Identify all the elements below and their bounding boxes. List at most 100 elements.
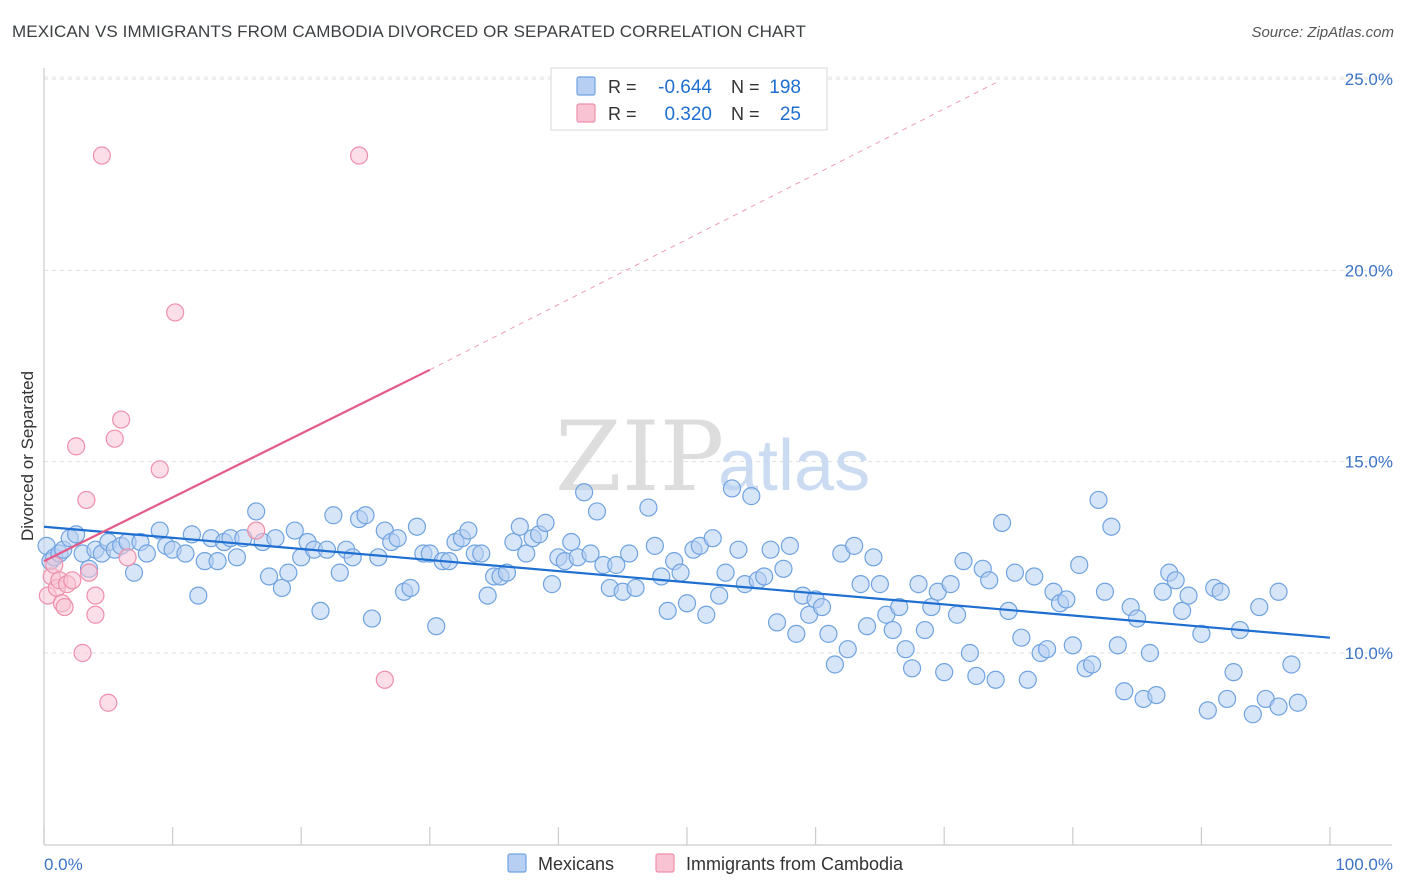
- grid-lines: [44, 76, 1392, 654]
- watermark-atlas: atlas: [718, 426, 870, 506]
- point-mexicans: [845, 536, 864, 555]
- point-mexicans: [1224, 663, 1243, 682]
- point-mexicans: [1269, 697, 1288, 716]
- point-mexicans: [652, 567, 671, 586]
- point-mexicans: [575, 483, 594, 502]
- chart-title: MEXICAN VS IMMIGRANTS FROM CAMBODIA DIVO…: [12, 22, 806, 41]
- point-mexicans: [536, 513, 555, 532]
- point-mexicans: [1140, 643, 1160, 663]
- point-mexicans: [935, 663, 954, 682]
- point-mexicans: [1115, 682, 1134, 701]
- point-mexicans: [150, 521, 169, 540]
- point-mexicans: [472, 544, 491, 563]
- point-mexicans: [1089, 490, 1108, 510]
- bottom-legend-swatch-mexicans: [507, 853, 527, 873]
- point-mexicans: [176, 544, 195, 563]
- point-cambodia: [166, 303, 185, 322]
- point-mexicans: [1179, 586, 1198, 605]
- point-mexicans: [330, 563, 349, 582]
- point-mexicans: [986, 670, 1005, 689]
- point-mexicans: [137, 544, 156, 563]
- point-mexicans: [645, 536, 664, 555]
- y-tick-label: 15.0%: [1345, 453, 1393, 472]
- point-mexicans: [1166, 571, 1185, 590]
- point-mexicans: [1108, 636, 1127, 655]
- point-mexicans: [607, 555, 626, 575]
- point-mexicans: [838, 640, 857, 659]
- point-mexicans: [1127, 609, 1147, 628]
- point-mexicans: [941, 575, 960, 594]
- point-mexicans: [1005, 563, 1025, 582]
- point-mexicans: [189, 586, 208, 605]
- point-mexicans: [710, 586, 729, 605]
- point-cambodia: [63, 571, 82, 590]
- point-mexicans: [909, 575, 928, 594]
- legend-n-label-2: N =: [731, 104, 760, 124]
- point-mexicans: [1250, 597, 1269, 617]
- point-mexicans: [427, 617, 446, 636]
- point-cambodia: [77, 490, 96, 510]
- bottom-legend-label-mexicans: Mexicans: [538, 854, 614, 874]
- point-mexicans: [671, 563, 690, 582]
- point-mexicans: [947, 605, 967, 624]
- point-mexicans: [922, 597, 941, 617]
- point-mexicans: [780, 536, 799, 555]
- point-mexicans: [1012, 628, 1031, 647]
- point-mexicans: [208, 552, 227, 571]
- point-mexicans: [266, 529, 285, 548]
- point-mexicans: [247, 502, 266, 521]
- point-cambodia: [349, 146, 369, 165]
- point-mexicans: [864, 548, 883, 567]
- point-mexicans: [742, 487, 761, 506]
- stats-legend-box: [550, 67, 828, 131]
- point-mexicans: [819, 624, 838, 643]
- chart-source: Source: ZipAtlas.com: [1251, 24, 1394, 41]
- point-mexicans: [279, 563, 298, 582]
- point-mexicans: [478, 586, 497, 605]
- point-mexicans: [272, 578, 292, 598]
- point-mexicans: [626, 578, 645, 598]
- point-cambodia: [105, 429, 124, 448]
- point-mexicans: [915, 620, 935, 640]
- point-cambodia: [55, 597, 74, 617]
- point-mexicans: [697, 605, 716, 624]
- point-mexicans: [407, 517, 427, 536]
- point-mexicans: [324, 506, 343, 525]
- point-mexicans: [562, 532, 581, 552]
- point-mexicans: [1025, 567, 1044, 586]
- point-mexicans: [967, 666, 986, 686]
- legend-swatch-cambodia: [576, 103, 596, 123]
- legend-r-label-1: R =: [608, 77, 637, 97]
- point-mexicans: [285, 521, 304, 540]
- point-mexicans: [227, 548, 246, 567]
- point-mexicans: [1282, 655, 1301, 674]
- point-mexicans: [497, 563, 517, 582]
- point-mexicans: [1288, 693, 1307, 712]
- point-mexicans: [504, 532, 523, 552]
- point-mexicans: [1057, 590, 1076, 609]
- point-mexicans: [343, 548, 362, 567]
- point-mexicans: [259, 567, 279, 586]
- point-mexicans: [401, 578, 420, 598]
- point-mexicans: [1198, 701, 1217, 720]
- point-cambodia: [118, 548, 137, 567]
- series-mexicans: [37, 479, 1307, 724]
- point-mexicans: [722, 479, 742, 498]
- point-mexicans: [677, 594, 697, 613]
- legend-n-value-2: 25: [780, 104, 801, 125]
- point-cambodia: [67, 437, 86, 456]
- point-mexicans: [356, 506, 375, 525]
- point-mexicans: [1082, 655, 1102, 674]
- point-mexicans: [388, 529, 407, 548]
- point-mexicans: [1173, 601, 1192, 621]
- point-mexicans: [812, 597, 832, 617]
- y-axis-label: Divorced or Separated: [18, 371, 37, 541]
- point-mexicans: [658, 601, 677, 621]
- point-mexicans: [1269, 582, 1288, 601]
- point-mexicans: [992, 513, 1012, 532]
- legend-n-label-1: N =: [731, 77, 760, 97]
- point-cambodia: [375, 670, 394, 689]
- point-mexicans: [716, 563, 735, 582]
- y-tick-label: 20.0%: [1345, 261, 1393, 280]
- x-tick-label-max: 100.0%: [1335, 855, 1393, 874]
